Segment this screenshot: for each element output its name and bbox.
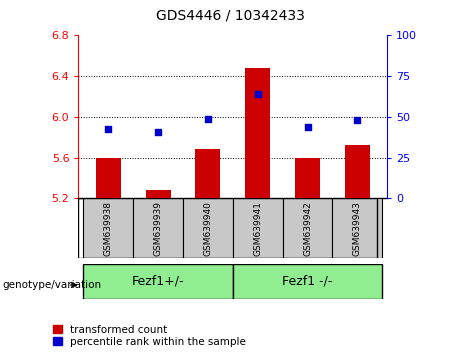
Point [304, 124, 311, 130]
Text: Fezf1 -/-: Fezf1 -/- [282, 275, 333, 288]
Bar [283, 198, 332, 258]
Text: genotype/variation: genotype/variation [2, 280, 101, 290]
Bar [96, 158, 121, 198]
Text: Fezf1+/-: Fezf1+/- [132, 275, 184, 288]
Text: GSM639941: GSM639941 [253, 201, 262, 256]
Bar [233, 264, 382, 299]
Text: GSM639942: GSM639942 [303, 201, 312, 256]
Point [354, 117, 361, 123]
Text: GSM639939: GSM639939 [154, 201, 163, 256]
Text: GDS4446 / 10342433: GDS4446 / 10342433 [156, 9, 305, 23]
Point [204, 116, 212, 122]
Text: GSM639938: GSM639938 [104, 201, 113, 256]
Point [254, 92, 261, 97]
Point [154, 129, 162, 135]
Bar [146, 190, 171, 198]
Point [105, 126, 112, 132]
Bar [83, 198, 133, 258]
Bar [345, 145, 370, 198]
Bar [233, 198, 283, 258]
Bar [245, 68, 270, 198]
Text: GSM639940: GSM639940 [203, 201, 213, 256]
Bar [332, 198, 382, 258]
Bar [133, 198, 183, 258]
Text: GSM639943: GSM639943 [353, 201, 362, 256]
Bar [83, 264, 233, 299]
Bar [295, 158, 320, 198]
Bar [195, 149, 220, 198]
Bar [183, 198, 233, 258]
Legend: transformed count, percentile rank within the sample: transformed count, percentile rank withi… [51, 322, 248, 349]
